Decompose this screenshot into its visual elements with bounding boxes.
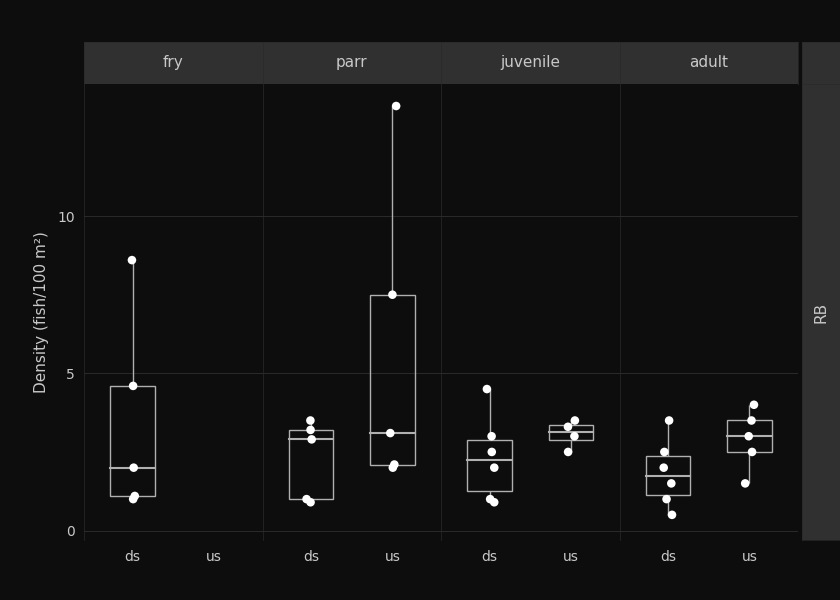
- Point: [657, 463, 670, 472]
- Bar: [467, 440, 512, 491]
- Bar: [370, 295, 415, 464]
- Point: [128, 491, 141, 501]
- Bar: [646, 456, 690, 495]
- Point: [664, 479, 678, 488]
- Point: [748, 400, 761, 410]
- Point: [568, 431, 581, 441]
- Point: [386, 290, 399, 299]
- Point: [658, 447, 671, 457]
- Point: [127, 463, 140, 472]
- Point: [304, 416, 318, 425]
- Point: [745, 447, 759, 457]
- Text: juvenile: juvenile: [501, 55, 560, 70]
- Point: [660, 494, 674, 504]
- Point: [484, 494, 497, 504]
- Point: [487, 497, 501, 507]
- Point: [386, 463, 400, 472]
- Point: [126, 381, 139, 391]
- Point: [304, 497, 318, 507]
- Bar: [727, 421, 772, 452]
- Text: adult: adult: [690, 55, 728, 70]
- Point: [384, 428, 397, 438]
- Point: [665, 510, 679, 520]
- Point: [485, 431, 498, 441]
- Point: [390, 101, 403, 111]
- Point: [480, 384, 494, 394]
- Point: [305, 434, 318, 444]
- Bar: [549, 425, 593, 440]
- Bar: [110, 386, 155, 496]
- Point: [745, 416, 759, 425]
- Point: [738, 479, 752, 488]
- Point: [561, 422, 575, 431]
- Point: [485, 447, 498, 457]
- Point: [663, 416, 676, 425]
- Point: [387, 460, 401, 469]
- Point: [561, 447, 575, 457]
- Bar: [289, 430, 333, 499]
- Text: RB: RB: [814, 301, 828, 323]
- Point: [125, 256, 139, 265]
- Point: [568, 416, 581, 425]
- Text: parr: parr: [336, 55, 368, 70]
- Point: [742, 431, 755, 441]
- Point: [300, 494, 313, 504]
- Point: [304, 425, 318, 435]
- Text: fry: fry: [163, 55, 184, 70]
- Y-axis label: Density (fish/100 m²): Density (fish/100 m²): [34, 231, 49, 393]
- Point: [487, 463, 501, 472]
- Point: [127, 494, 140, 504]
